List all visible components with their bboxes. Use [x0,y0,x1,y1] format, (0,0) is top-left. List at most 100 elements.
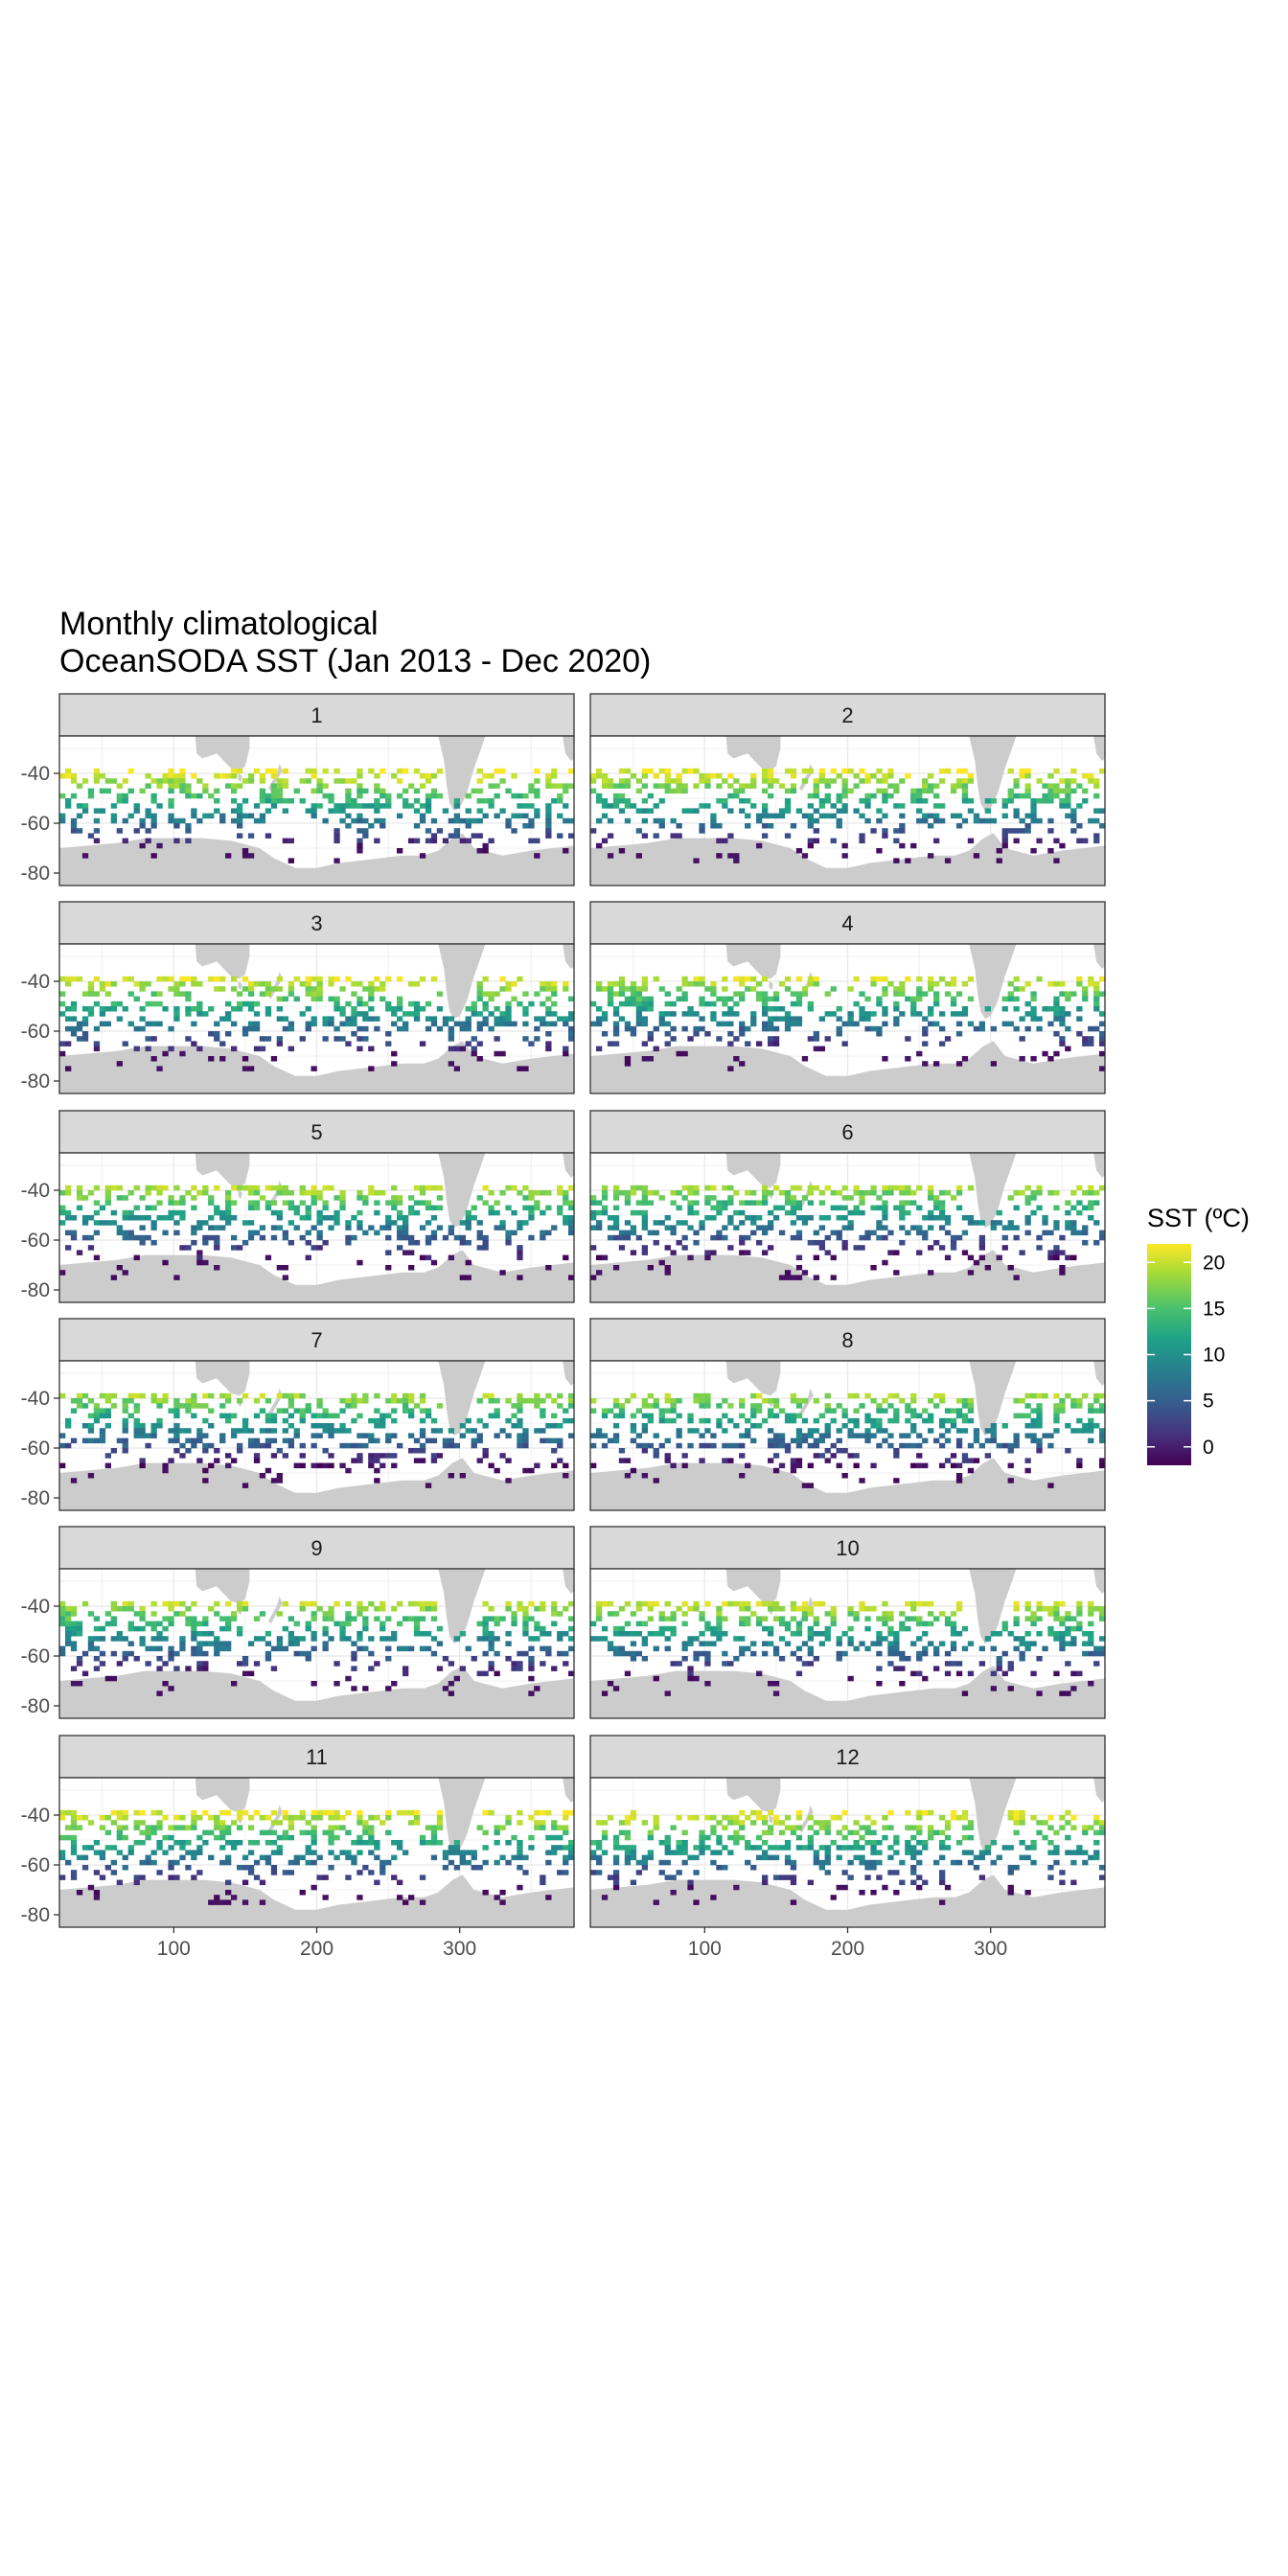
sst-cell [225,1190,232,1196]
sst-cell [385,1250,392,1255]
sst-cell [356,1870,363,1875]
sst-cell [70,1874,78,1880]
sst-cell [264,1859,272,1866]
sst-cell [425,1408,432,1414]
sst-cell [1019,1190,1025,1196]
sst-cell [413,788,421,794]
sst-cell [1036,1408,1043,1414]
sst-cell [191,1600,197,1607]
sst-cell [905,1625,911,1632]
sst-cell [328,808,334,814]
sst-cell [676,1190,682,1196]
sst-cell [202,1403,209,1409]
sst-cell [693,1025,700,1032]
sst-cell [727,1442,734,1449]
sst-cell [670,1230,677,1236]
sst-cell [270,1666,278,1671]
sst-cell [1024,1403,1031,1409]
sst-cell [1093,793,1100,799]
sst-cell [830,986,837,992]
sst-cell [772,1184,780,1191]
sst-cell [522,1621,529,1627]
sst-cell [139,1874,146,1880]
sst-cell [1019,1250,1025,1255]
south-america-land [438,1569,486,1644]
sst-cell [801,853,809,859]
sst-cell [762,1190,769,1196]
sst-cell [687,1413,694,1419]
sst-cell [653,783,659,789]
sst-cell [488,798,494,804]
sst-cell [772,778,780,784]
sst-cell [482,1245,489,1251]
sst-cell [465,1209,472,1216]
sst-cell [488,1616,494,1622]
sst-cell [824,1428,831,1434]
sst-cell [996,858,1002,863]
sst-cell [607,996,614,1002]
sst-cell [168,1874,174,1880]
sst-cell [391,1874,398,1880]
sst-cell [670,1417,677,1424]
sst-cell [70,778,78,784]
sst-cell [887,793,894,799]
sst-cell [87,986,95,992]
sst-cell [127,1845,134,1851]
sst-cell [635,1021,642,1027]
sst-cell [397,1230,403,1236]
facet-strip [58,1318,575,1362]
sst-cell [1001,798,1008,804]
sst-cell [505,1631,512,1637]
sst-cell [818,1200,825,1206]
sst-cell [476,798,483,804]
sst-cell [859,1195,865,1201]
sst-cell [322,793,329,799]
sst-cell [328,793,334,799]
sst-cell [76,1625,83,1632]
sst-cell [122,817,128,824]
sst-cell [65,1825,72,1830]
sst-cell [476,996,483,1002]
sst-cell [944,1215,952,1221]
sst-cell [1047,1006,1054,1012]
sst-cell [824,1392,831,1399]
sst-cell [658,768,665,774]
sst-cell [768,996,774,1002]
sst-cell [847,986,854,992]
sst-cell [1082,986,1089,992]
sst-cell [133,1392,140,1399]
sst-cell [110,981,117,987]
sst-cell [196,1621,203,1627]
sst-cell [328,1809,334,1816]
sst-cell [191,1403,197,1409]
sst-cell [955,1031,963,1037]
facet-panel-8: 8 [589,1318,1106,1511]
sst-cell [961,1398,969,1404]
sst-cell [1065,1616,1071,1622]
sst-cell [864,1230,871,1236]
sst-cell [722,803,728,809]
sst-cell [282,1408,288,1414]
sst-cell [899,778,906,784]
sst-cell [641,1398,648,1404]
sst-cell [413,1616,421,1622]
sst-cell [191,1438,197,1444]
sst-cell [391,1050,398,1057]
sst-cell [225,1462,232,1469]
sst-cell [339,778,346,784]
sst-cell [247,1220,255,1226]
sst-cell [162,1184,169,1191]
sst-cell [1001,1621,1008,1627]
sst-cell [545,996,552,1002]
sst-cell [641,817,648,824]
sst-cell [145,1834,151,1841]
sst-cell [528,1675,535,1682]
sst-cell [893,838,900,844]
sst-cell [1047,1021,1054,1027]
sst-cell [494,1467,500,1474]
sst-cell [830,768,837,774]
sst-cell [624,778,632,784]
sst-cell [465,1041,472,1046]
sst-cell [528,1656,535,1662]
sst-cell [1082,1631,1089,1637]
